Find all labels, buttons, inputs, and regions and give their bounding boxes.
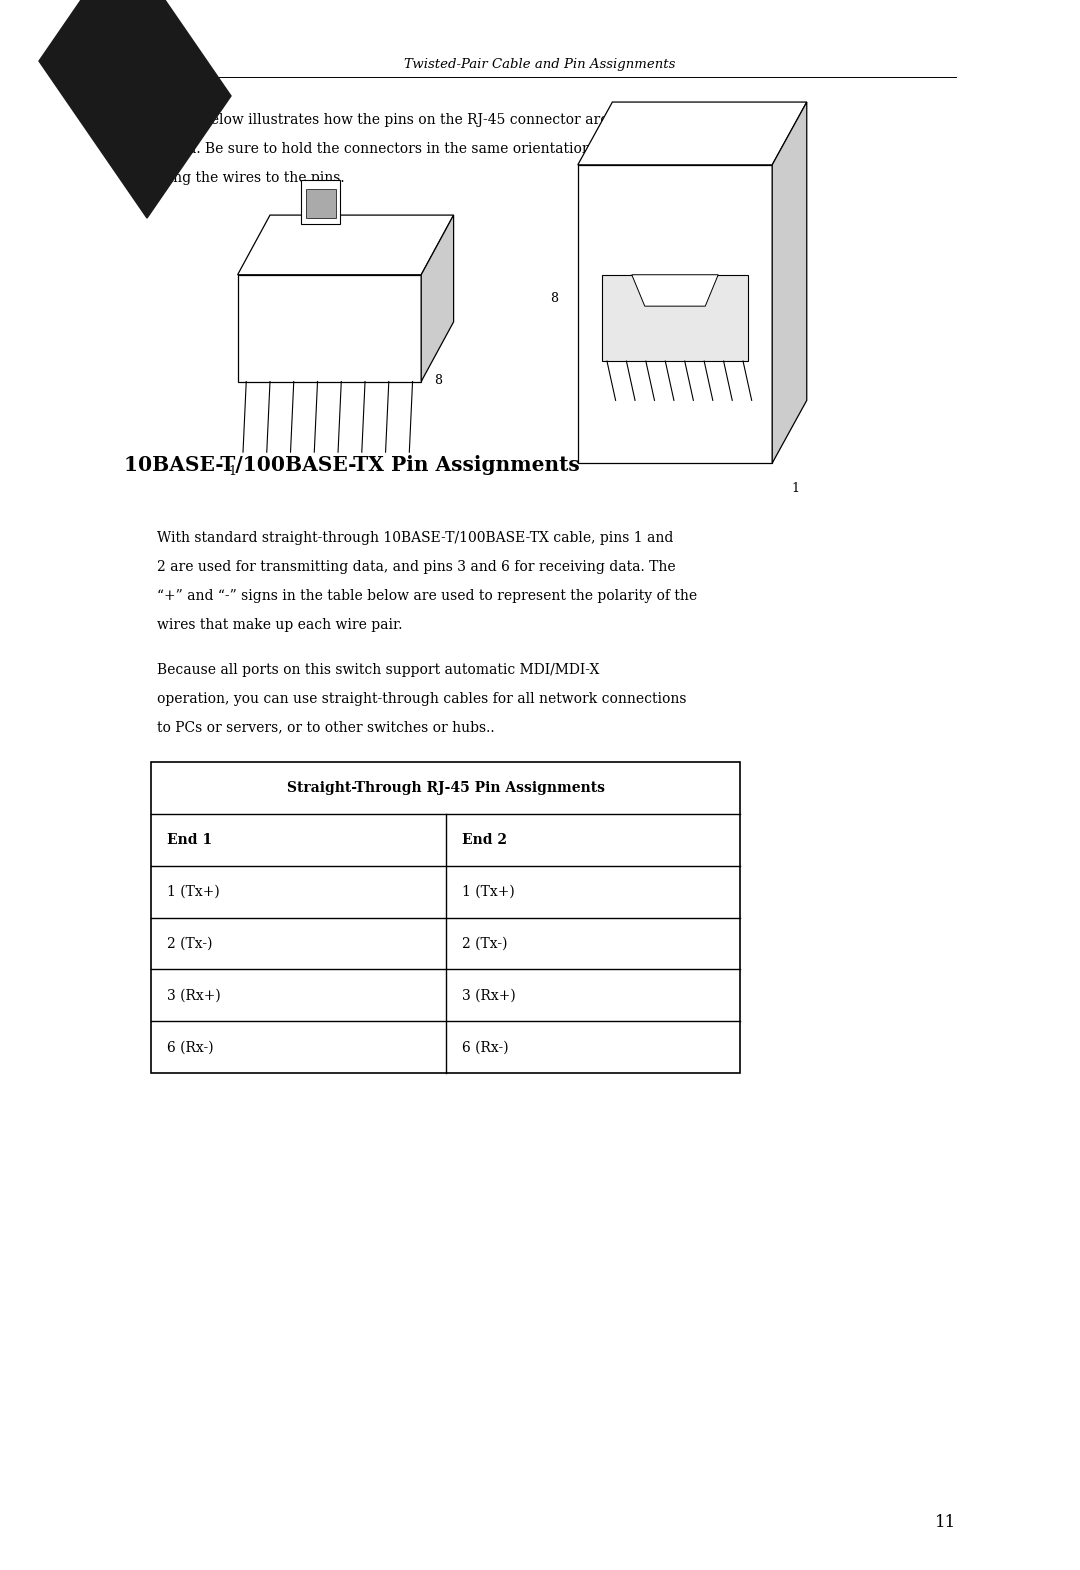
Text: 1: 1 xyxy=(792,482,799,495)
Text: 6 (Rx-): 6 (Rx-) xyxy=(462,1041,509,1053)
Text: 1: 1 xyxy=(228,465,237,477)
Text: 1 (Tx+): 1 (Tx+) xyxy=(167,885,220,898)
Text: 1 (Tx+): 1 (Tx+) xyxy=(462,885,514,898)
Text: 10BASE-T/100BASE-TX Pin Assignments: 10BASE-T/100BASE-TX Pin Assignments xyxy=(124,455,580,476)
Text: With standard straight-through 10BASE-T/100BASE-TX cable, pins 1 and: With standard straight-through 10BASE-T/… xyxy=(157,531,673,545)
Polygon shape xyxy=(421,215,454,382)
Text: wires that make up each wire pair.: wires that make up each wire pair. xyxy=(157,617,402,631)
Polygon shape xyxy=(301,181,340,225)
Polygon shape xyxy=(602,275,748,361)
Text: Because all ports on this switch support automatic MDI/MDI-X: Because all ports on this switch support… xyxy=(157,663,599,677)
Text: 2 are used for transmitting data, and pins 3 and 6 for receiving data. The: 2 are used for transmitting data, and pi… xyxy=(157,560,675,573)
Text: attaching the wires to the pins.: attaching the wires to the pins. xyxy=(124,171,345,185)
Text: 2 (Tx-): 2 (Tx-) xyxy=(167,937,213,950)
Text: 8: 8 xyxy=(434,374,442,386)
Text: to PCs or servers, or to other switches or hubs..: to PCs or servers, or to other switches … xyxy=(157,721,495,735)
Text: 11: 11 xyxy=(934,1513,956,1531)
Polygon shape xyxy=(238,215,454,275)
Text: operation, you can use straight-through cables for all network connections: operation, you can use straight-through … xyxy=(157,691,686,705)
FancyBboxPatch shape xyxy=(151,761,740,1072)
Text: 6 (Rx-): 6 (Rx-) xyxy=(167,1041,214,1053)
Text: Straight-Through RJ-45 Pin Assignments: Straight-Through RJ-45 Pin Assignments xyxy=(286,782,605,794)
Text: “+” and “-” signs in the table below are used to represent the polarity of the: “+” and “-” signs in the table below are… xyxy=(157,589,697,603)
Text: numbered. Be sure to hold the connectors in the same orientation when: numbered. Be sure to hold the connectors… xyxy=(124,141,634,155)
Polygon shape xyxy=(632,275,718,306)
Polygon shape xyxy=(238,275,421,382)
Text: End 2: End 2 xyxy=(462,834,507,846)
Text: 3 (Rx+): 3 (Rx+) xyxy=(462,989,515,1002)
Polygon shape xyxy=(578,165,772,463)
Polygon shape xyxy=(772,102,807,463)
Text: Twisted-Pair Cable and Pin Assignments: Twisted-Pair Cable and Pin Assignments xyxy=(404,58,676,71)
Polygon shape xyxy=(39,0,231,218)
Text: 2 (Tx-): 2 (Tx-) xyxy=(462,937,508,950)
Text: 8: 8 xyxy=(551,292,558,305)
Text: The figure below illustrates how the pins on the RJ-45 connector are: The figure below illustrates how the pin… xyxy=(124,113,609,127)
Text: 3 (Rx+): 3 (Rx+) xyxy=(167,989,221,1002)
Polygon shape xyxy=(578,102,807,165)
Polygon shape xyxy=(306,190,336,218)
Text: End 1: End 1 xyxy=(167,834,213,846)
